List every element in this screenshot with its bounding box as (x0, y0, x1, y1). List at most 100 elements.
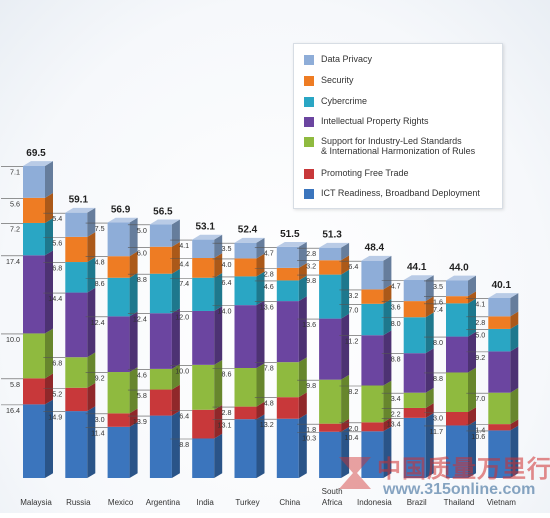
segment-value-label: 7.0 (348, 305, 358, 314)
bar-segment-side (468, 367, 476, 412)
bar-segment-side (256, 300, 265, 368)
bar-segment (107, 426, 130, 478)
bar-segment (149, 273, 172, 314)
bar-segment-side (341, 426, 350, 478)
bar-segment-side (425, 387, 434, 408)
legend-label: Support for Industry-Led Standards & Int… (321, 136, 476, 156)
bar-total-label: 52.4 (238, 225, 258, 236)
bar-segment (276, 246, 299, 268)
bar-segment (276, 397, 299, 419)
segment-value-label: 7.4 (179, 279, 189, 288)
segment-value-label: 4.7 (264, 248, 274, 257)
bar-total-label: 51.3 (322, 230, 342, 241)
segment-value-label: 8.8 (179, 440, 189, 449)
bar-segment-side (510, 311, 519, 329)
bar-segment (192, 409, 215, 439)
segment-value-label: 4.6 (264, 282, 274, 291)
bar-top-cap (23, 161, 53, 166)
bar-segment (149, 415, 172, 478)
bar-segment (488, 328, 511, 352)
bar-segment (107, 277, 130, 317)
segment-value-label: 13.1 (218, 421, 232, 430)
bar-segment (403, 392, 426, 408)
bar-segment-side (214, 306, 223, 365)
category-label: Turkey (235, 498, 259, 507)
bar-top-cap (319, 242, 350, 248)
segment-value-label: 5.8 (10, 380, 20, 389)
legend-swatch (304, 55, 314, 65)
segment-value-label: 13.6 (260, 303, 274, 312)
category-label: India (197, 498, 215, 507)
segment-value-label: 3.5 (433, 282, 443, 291)
segment-value-label: 7.2 (10, 224, 20, 233)
bar-segment-side (383, 380, 392, 423)
segment-value-label: 16.4 (6, 406, 20, 415)
bar-segment (149, 313, 172, 369)
bar-top-cap (234, 237, 265, 243)
legend-item-industry-standards: Support for Industry-Led Standards & Int… (304, 136, 475, 156)
segment-value-label: 8.2 (348, 387, 358, 396)
bar-segment-side (129, 408, 138, 427)
bar-segment (403, 301, 426, 318)
bar-segment (234, 367, 257, 407)
category-label: South (322, 487, 343, 496)
legend-label: Security (321, 75, 354, 85)
bar-segment-side (425, 403, 434, 418)
bar-segment (319, 423, 342, 432)
segment-value-label: 1.4 (475, 426, 485, 435)
bar-segment-side (87, 207, 96, 237)
segment-value-label: 11.4 (91, 428, 104, 437)
segment-value-label: 13.6 (302, 320, 316, 329)
segment-value-label: 8.6 (222, 369, 232, 378)
bar-segment-side (341, 418, 350, 432)
category-label: Indonesia (357, 498, 392, 507)
bar-segment-side (298, 413, 307, 478)
category-label: Africa (322, 498, 343, 507)
bar-segment (234, 258, 257, 277)
segment-value-label: 1.6 (433, 298, 443, 307)
legend-item-intellectual-property: Intellectual Property Rights (304, 116, 429, 127)
segment-value-label: 13.2 (260, 420, 274, 429)
bar-segment-side (256, 237, 265, 259)
bar-segment-side (87, 352, 96, 388)
bar-segment (234, 276, 257, 306)
bar-segment-side (45, 193, 53, 223)
bar-total-label: 48.4 (365, 243, 385, 254)
bar-segment-side (171, 384, 180, 416)
bar-segment (361, 289, 384, 304)
segment-value-label: 9.8 (306, 381, 316, 390)
segment-value-label: 4.1 (179, 241, 189, 250)
bar-segment (192, 257, 215, 278)
bar-segment (65, 387, 88, 412)
bar-segment (403, 279, 426, 302)
segment-value-label: 3.0 (95, 415, 105, 424)
bar-segment-side (214, 272, 223, 311)
legend-swatch (304, 169, 314, 179)
bar-segment-side (45, 161, 53, 198)
bar-segment-side (87, 382, 96, 412)
segment-value-label: 8.8 (391, 355, 401, 364)
segment-value-label: 11.7 (430, 427, 443, 436)
segment-value-label: 2.0 (348, 424, 358, 433)
category-label: Vietnam (487, 498, 517, 507)
bar-total-label: 69.5 (26, 148, 46, 159)
bar-segment (446, 372, 468, 412)
bar-segment-side (383, 417, 392, 432)
bar-total-label: 56.5 (153, 206, 173, 217)
bar-segment (107, 256, 130, 278)
bar-segment (234, 242, 257, 259)
legend-swatch (304, 97, 314, 107)
bar-top-cap (361, 255, 392, 261)
bar-segment-side (171, 364, 180, 390)
bar-segment-side (171, 268, 180, 314)
legend-item-cybercrime: Cybercrime (304, 96, 367, 107)
bar-segment-side (298, 296, 307, 363)
segment-value-label: 6.4 (348, 262, 358, 271)
bar-segment (276, 280, 299, 302)
segment-value-label: 3.2 (348, 291, 358, 300)
bar-segment-side (45, 218, 53, 256)
legend-label: Promoting Free Trade (321, 168, 409, 178)
bar-segment-side (383, 284, 392, 304)
bar-segment (488, 316, 511, 329)
bar-segment-side (468, 420, 476, 478)
